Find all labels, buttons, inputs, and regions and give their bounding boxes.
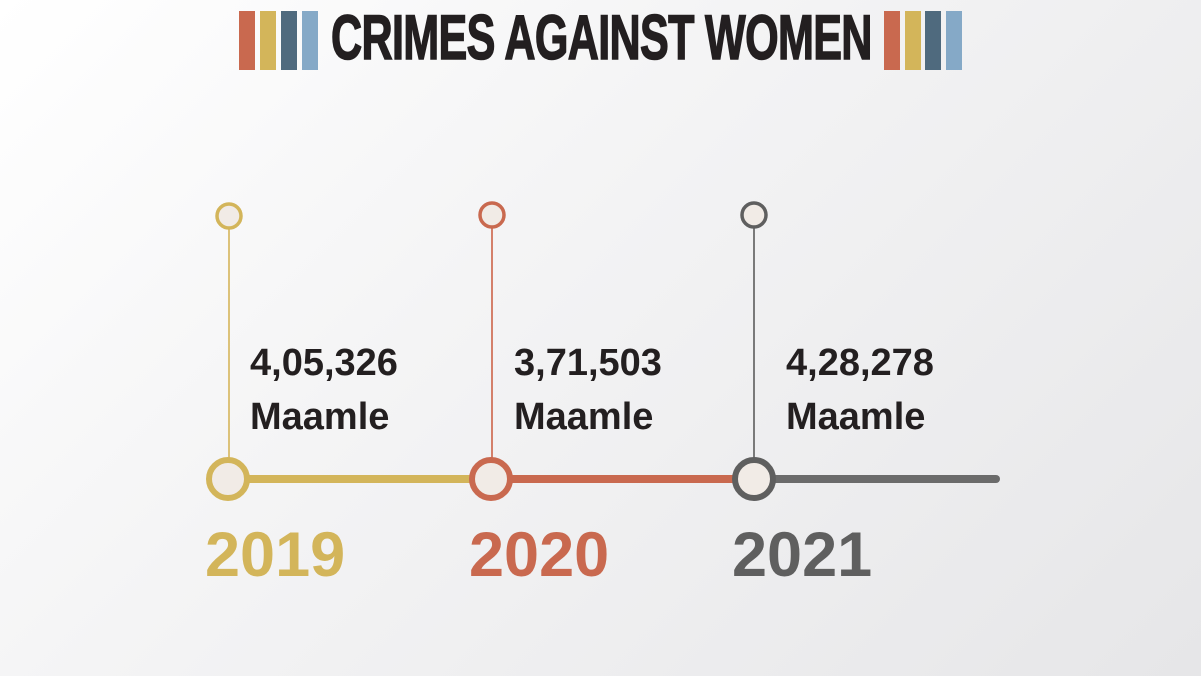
crime-unit: Maamle bbox=[786, 396, 926, 438]
title-bar-lightblue bbox=[302, 11, 318, 70]
page-title: CRIMES AGAINST WOMEN bbox=[330, 3, 872, 73]
title-container: CRIMES AGAINST WOMEN bbox=[330, 3, 872, 73]
title-bar-lightblue bbox=[946, 11, 962, 70]
crime-unit: Maamle bbox=[514, 396, 654, 438]
title-bar-slate bbox=[281, 11, 297, 70]
marker-top-2019 bbox=[215, 202, 243, 230]
timeline-value-2020: 3,71,503 Maamle bbox=[514, 336, 662, 444]
title-bar-gold bbox=[905, 11, 921, 70]
year-label-2020: 2020 bbox=[469, 520, 610, 590]
title-bar-slate bbox=[925, 11, 941, 70]
title-bar-orange bbox=[239, 11, 255, 70]
crime-count: 4,28,278 bbox=[786, 342, 934, 384]
crime-count: 4,05,326 bbox=[250, 342, 398, 384]
node-2021 bbox=[732, 457, 776, 501]
title-bar-orange bbox=[884, 11, 900, 70]
marker-top-2021 bbox=[740, 201, 768, 229]
crime-unit: Maamle bbox=[250, 396, 390, 438]
node-2019 bbox=[206, 457, 250, 501]
node-2020 bbox=[469, 457, 513, 501]
year-label-2021: 2021 bbox=[732, 520, 873, 590]
timeline-value-2021: 4,28,278 Maamle bbox=[786, 336, 934, 444]
crime-count: 3,71,503 bbox=[514, 342, 662, 384]
timeline-value-2019: 4,05,326 Maamle bbox=[250, 336, 398, 444]
year-label-2019: 2019 bbox=[205, 520, 346, 590]
title-bar-gold bbox=[260, 11, 276, 70]
marker-top-2020 bbox=[478, 201, 506, 229]
